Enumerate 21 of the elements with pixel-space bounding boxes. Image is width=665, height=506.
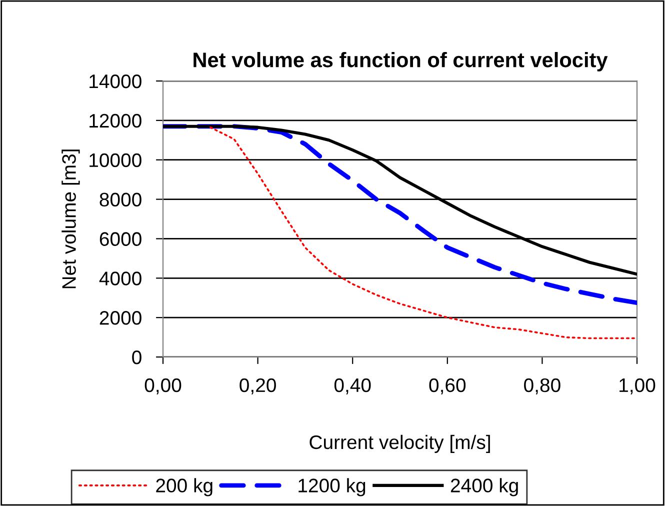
y-tick-label: 12000 xyxy=(90,114,142,128)
y-tick-label: 6000 xyxy=(100,232,142,246)
y-axis-title: Net volume [m3] xyxy=(62,150,80,288)
y-tick-label: 14000 xyxy=(90,74,142,88)
y-tick-label: 0 xyxy=(132,350,142,364)
y-tick-label: 2000 xyxy=(100,311,142,325)
legend-label: 2400 kg xyxy=(450,478,518,496)
x-tick-label: 1,00 xyxy=(620,378,656,394)
y-tick-label: 8000 xyxy=(100,192,142,207)
x-tick-label: 0,60 xyxy=(429,378,466,394)
x-axis-title: Current velocity [m/s] xyxy=(310,434,490,453)
x-tick-label: 0,80 xyxy=(524,378,560,394)
legend-label: 1200 kg xyxy=(298,478,366,496)
chart-title: Net volume as function of current velocity xyxy=(194,52,608,72)
x-tick-label: 0,20 xyxy=(240,378,276,394)
x-tick-label: 0,00 xyxy=(144,378,182,394)
y-tick-label: 4000 xyxy=(99,272,142,286)
line-series xyxy=(209,126,637,340)
legend-label: 200 kg xyxy=(156,478,212,496)
y-tick-label: 10000 xyxy=(90,153,142,168)
x-tick-label: 0,40 xyxy=(334,378,371,394)
